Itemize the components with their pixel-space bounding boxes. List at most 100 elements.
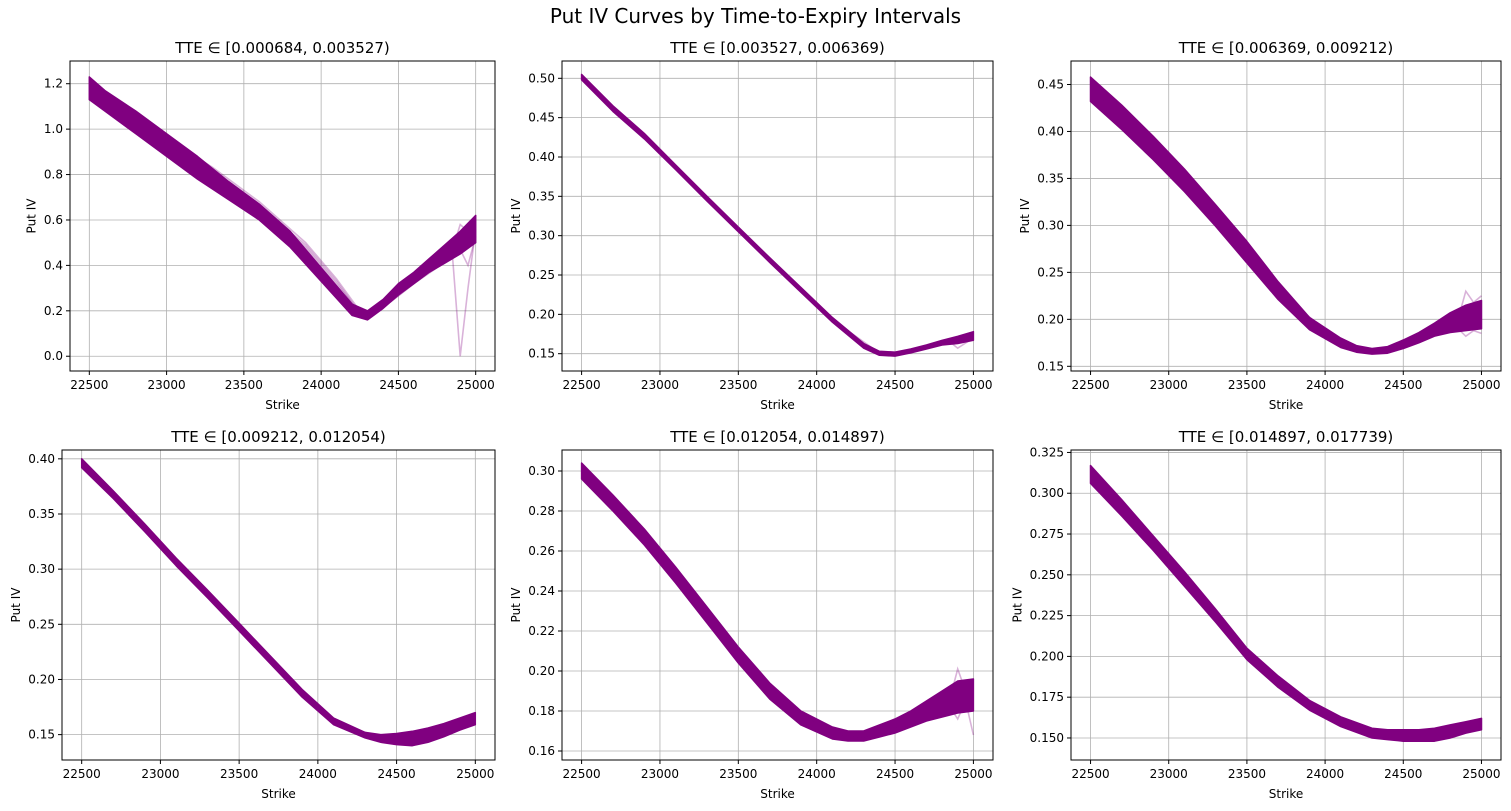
subplot-2-xtick-label-3: 24000: [798, 378, 836, 392]
subplot-6-xtick-label-4: 24500: [1384, 767, 1422, 781]
subplot-3-ytick-label-5: 0.40: [1037, 124, 1064, 138]
subplot-3-ytick-label-3: 0.30: [1037, 218, 1064, 232]
subplot-2-ytick-label-6: 0.45: [528, 111, 555, 125]
subplot-4-xtick-label-4: 24500: [377, 767, 415, 781]
subplot-1-ytick-label-6: 1.2: [44, 77, 63, 91]
subplot-2-ytick-label-1: 0.20: [528, 307, 555, 321]
subplot-4-data: [80, 458, 477, 747]
subplot-1-series-2: [88, 89, 477, 317]
subplot-2-xlabel: Strike: [760, 398, 795, 412]
subplot-6-ytick-label-0: 0.150: [1030, 731, 1064, 745]
subplot-6-ytick-label-2: 0.200: [1030, 649, 1064, 663]
subplot-6-ylabel: Put IV: [1011, 587, 1025, 623]
subplot-1-data: [88, 76, 477, 357]
subplot-1-xtick-label-5: 25000: [457, 378, 495, 392]
subplot-5-data: [580, 462, 975, 742]
subplot-4-curve-band: [80, 458, 477, 747]
subplot-5-ytick-label-7: 0.30: [528, 464, 555, 478]
subplot-3-xtick-label-2: 23500: [1228, 378, 1266, 392]
subplot-5-series-0: [581, 470, 974, 738]
subplot-2-xtick-label-1: 23000: [641, 378, 679, 392]
subplot-4-ytick-label-1: 0.20: [28, 672, 55, 686]
subplot-4-series-0: [81, 462, 476, 740]
subplot-2-series-0: [581, 76, 974, 356]
subplot-4-xtick-label-5: 25000: [456, 767, 494, 781]
subplot-5-series-1: [581, 472, 975, 740]
subplot-5-ytick-label-5: 0.26: [528, 544, 555, 558]
subplot-6-ytick-label-6: 0.300: [1030, 486, 1064, 500]
subplot-5-xtick-label-1: 23000: [641, 767, 679, 781]
subplot-6-curve-band: [1089, 464, 1483, 742]
subplot-5-ytick-label-2: 0.20: [528, 664, 555, 678]
subplot-1-xlabel: Strike: [265, 398, 300, 412]
subplot-6-xtick-label-2: 23500: [1228, 767, 1266, 781]
subplot-5-title: TTE ∈ [0.012054, 0.014897): [669, 428, 885, 446]
subplot-5-axes-frame: [561, 449, 994, 761]
subplot-3-curve-band: [1089, 76, 1483, 355]
subplot-2-data: [580, 73, 975, 357]
subplot-4-ytick-label-2: 0.25: [28, 617, 55, 631]
subplot-2-xtick-label-5: 25000: [954, 378, 992, 392]
subplot-3-xtick-label-5: 25000: [1462, 378, 1500, 392]
subplot-3-ytick-label-1: 0.20: [1037, 312, 1064, 326]
subplot-3-xtick-label-0: 22500: [1071, 378, 1109, 392]
subplot-5-xlabel: Strike: [760, 787, 795, 801]
subplot-2-xtick-label-0: 22500: [562, 378, 600, 392]
subplot-1-title: TTE ∈ [0.000684, 0.003527): [174, 39, 390, 57]
subplot-6-axes-frame: [1070, 449, 1502, 761]
subplot-3-series-0: [1089, 88, 1483, 353]
subplot-1-xtick-label-2: 23500: [225, 378, 263, 392]
subplot-6-ytick-label-5: 0.275: [1030, 527, 1064, 541]
subplot-2-curve-band: [580, 73, 975, 357]
subplot-2-ytick-label-2: 0.25: [528, 268, 555, 282]
subplot-4-ylabel: Put IV: [9, 587, 23, 623]
subplot-6-title: TTE ∈ [0.014897, 0.017739): [1178, 428, 1394, 446]
subplot-5-xtick-label-2: 23500: [719, 767, 757, 781]
subplot-2-ytick-label-3: 0.30: [528, 229, 555, 243]
subplot-4-xtick-label-1: 23000: [141, 767, 179, 781]
subplot-6-series-0: [1089, 474, 1482, 738]
subplot-4-ytick-label-4: 0.35: [28, 507, 55, 521]
subplot-1-xtick-label-3: 24000: [302, 378, 340, 392]
subplot-4-xlabel: Strike: [261, 787, 296, 801]
subplot-5-ytick-label-1: 0.18: [528, 704, 555, 718]
subplot-4-axes-frame: [61, 449, 496, 761]
subplot-1-series-0: [88, 92, 477, 357]
subplot-1-axes-frame: [69, 60, 496, 372]
subplot-5-xtick-label-3: 24000: [798, 767, 836, 781]
subplot-1-ytick-label-5: 1.0: [44, 122, 63, 136]
subplot-5-ytick-label-3: 0.22: [528, 624, 555, 638]
subplot-4: 22500 23000 23500 24000 24500 25000 0.15 0.20 0.…: [9, 428, 496, 801]
subplot-6-xtick-label-1: 23000: [1150, 767, 1188, 781]
subplot-6-ytick-label-1: 0.175: [1030, 690, 1064, 704]
subplot-2-ytick-label-5: 0.40: [528, 150, 555, 164]
subplot-5-ytick-label-4: 0.24: [528, 584, 555, 598]
subplot-1: 22500 23000 23500 24000 24500 25000 0.0 0.2 0.4 0…: [25, 39, 496, 412]
subplot-6-ytick-label-3: 0.225: [1030, 609, 1064, 623]
subplot-2-ytick-label-0: 0.15: [528, 347, 555, 361]
subplot-1-ytick-label-2: 0.4: [44, 258, 63, 272]
subplot-6-xtick-label-3: 24000: [1306, 767, 1344, 781]
subplot-5-xtick-label-0: 22500: [562, 767, 600, 781]
subplot-5-ylabel: Put IV: [509, 587, 523, 623]
subplot-5-xtick-label-5: 25000: [954, 767, 992, 781]
subplot-2-xtick-label-4: 24500: [876, 378, 914, 392]
subplot-2-ytick-label-7: 0.50: [528, 71, 555, 85]
subplot-5: 22500 23000 23500 24000 24500 25000 0.16 0.18 0.…: [509, 428, 994, 801]
subplot-3-ytick-label-6: 0.45: [1037, 77, 1064, 91]
subplot-2-title: TTE ∈ [0.003527, 0.006369): [669, 39, 885, 57]
subplot-6-xlabel: Strike: [1269, 787, 1304, 801]
subplot-3-axes-frame: [1070, 60, 1502, 372]
subplot-3-xlabel: Strike: [1269, 398, 1304, 412]
subplot-3-series-1: [1089, 93, 1482, 354]
subplot-5-xtick-label-4: 24500: [876, 767, 914, 781]
subplot-3-data: [1089, 76, 1483, 355]
subplot-3-ytick-label-2: 0.25: [1037, 265, 1064, 279]
subplot-1-series-1: [88, 85, 477, 314]
subplot-1-xtick-label-1: 23000: [147, 378, 185, 392]
subplot-4-ytick-label-3: 0.30: [28, 562, 55, 576]
subplot-1-ytick-label-4: 0.8: [44, 168, 63, 182]
subplot-4-title: TTE ∈ [0.009212, 0.012054): [170, 428, 386, 446]
subplot-5-ytick-label-0: 0.16: [528, 744, 555, 758]
